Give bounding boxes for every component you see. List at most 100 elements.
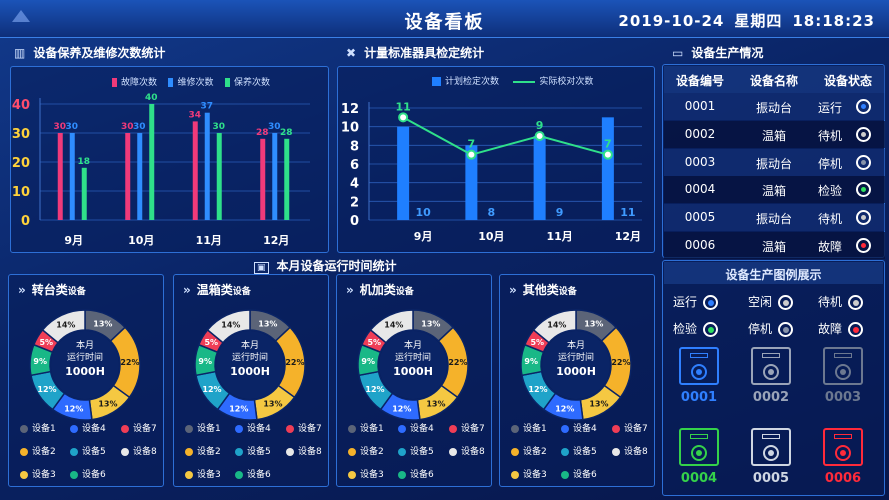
device-number: 0005 xyxy=(752,471,790,486)
device-screen xyxy=(690,434,708,439)
bar-value-label: 37 xyxy=(200,102,213,112)
status-legend-item: 停机 xyxy=(748,320,794,337)
device-id: 0004 xyxy=(684,182,716,197)
legend-label: 设备2 xyxy=(197,447,221,457)
device-icon[interactable] xyxy=(751,347,791,385)
device-icon[interactable] xyxy=(679,428,719,466)
donut-legend-item: 设备5 xyxy=(235,444,271,457)
legend-dot xyxy=(70,424,78,433)
slice-label: 13% xyxy=(421,320,440,329)
x-tick-label: 11月 xyxy=(196,234,222,247)
y-tick-label: 10 xyxy=(341,121,359,136)
device-knob xyxy=(835,364,851,380)
donut-legend-item: 设备8 xyxy=(612,444,648,457)
device-id: 0003 xyxy=(684,154,716,169)
status-dot xyxy=(861,159,866,165)
legend-dot xyxy=(612,424,620,433)
y-tick-label: 4 xyxy=(350,177,359,192)
company-logo xyxy=(12,10,132,26)
donut-legend-item: 设备4 xyxy=(70,421,106,434)
legend-label: 设备3 xyxy=(197,470,221,480)
device-knob xyxy=(763,364,779,380)
status-legend-icon xyxy=(703,322,719,337)
legend-dot xyxy=(398,424,406,433)
device-icon[interactable] xyxy=(679,347,719,385)
legend-dot xyxy=(235,447,243,456)
device-name: 振动台 xyxy=(755,156,792,171)
line-point xyxy=(398,112,409,123)
slice-label: 13% xyxy=(258,320,277,329)
table-row[interactable]: 0001 振动台 运行 xyxy=(664,93,885,120)
donut-legend-item: 设备8 xyxy=(121,444,157,457)
donut-hole xyxy=(216,331,284,399)
legend-swatch xyxy=(168,78,174,87)
legend-label: 设备8 xyxy=(133,447,157,457)
table-row[interactable]: 0006 温箱 故障 xyxy=(664,232,885,259)
slice-label: 22% xyxy=(611,358,630,367)
line-point xyxy=(534,131,545,141)
legend-panel-title: 设备生产图例展示 xyxy=(725,268,822,282)
slice-label: 12% xyxy=(64,405,83,414)
table-row[interactable]: 0002 温箱 待机 xyxy=(664,120,885,148)
slice-label: 14% xyxy=(384,320,403,329)
slice-label: 13% xyxy=(426,400,445,409)
device-icon[interactable] xyxy=(751,428,791,466)
bar xyxy=(149,104,155,220)
status-dot xyxy=(861,131,866,137)
y-tick-label: 30 xyxy=(12,127,30,142)
status-indicator-icon xyxy=(856,210,871,226)
status-indicator-icon xyxy=(856,154,871,170)
legend-dot xyxy=(20,424,28,433)
table-row[interactable]: 0004 温箱 检验 xyxy=(664,176,885,204)
donut-legend-item: 设备2 xyxy=(511,444,547,457)
legend-label: 设备8 xyxy=(461,447,485,457)
legend-dot xyxy=(449,447,457,456)
legend-dot xyxy=(20,470,28,479)
legend-dot xyxy=(561,447,569,456)
slice-label: 13% xyxy=(93,320,112,329)
bar xyxy=(204,112,210,220)
device-id: 0001 xyxy=(684,99,716,113)
donut-legend-item: 设备6 xyxy=(561,467,597,480)
center-line2: 运行时间 xyxy=(394,353,431,363)
center-line1: 本月 xyxy=(403,341,422,351)
legend-dot xyxy=(121,424,129,433)
device-name: 温箱 xyxy=(761,240,786,254)
slice-label: 14% xyxy=(547,320,566,329)
table-row[interactable]: 0003 振动台 停机 xyxy=(664,148,885,176)
donut-legend-item: 设备6 xyxy=(235,467,271,480)
slice-label: 14% xyxy=(56,320,75,329)
x-tick-label: 10月 xyxy=(128,234,154,247)
slice-label: 22% xyxy=(120,358,139,367)
bar xyxy=(465,145,478,220)
slice-label: 9% xyxy=(361,357,375,366)
status-legend-item: 运行 xyxy=(673,293,719,310)
legend-label: 设备3 xyxy=(360,470,384,480)
status-legend-label: 检验 xyxy=(673,322,698,336)
table-row[interactable]: 0005 振动台 待机 xyxy=(664,204,885,232)
device-icon[interactable] xyxy=(823,347,863,385)
bar-value-label: 28 xyxy=(256,128,269,138)
center-line2: 运行时间 xyxy=(231,353,268,363)
slice-label: 5% xyxy=(367,338,381,347)
bar-value-label: 30 xyxy=(212,122,225,132)
donut-legend-item: 设备7 xyxy=(286,421,322,434)
center-value: 1000H xyxy=(393,365,433,378)
line-point xyxy=(602,149,613,160)
donut-center-text: 本月 运行时间 1000H xyxy=(546,340,606,378)
center-line1: 本月 xyxy=(240,341,259,351)
bar xyxy=(397,126,410,220)
donut-hole xyxy=(51,331,119,399)
legend-label: 设备3 xyxy=(32,470,56,480)
device-status: 待机 xyxy=(817,128,842,143)
runtime-title: ▣ 本月设备运行时间统计 xyxy=(254,257,397,274)
bar-value-label: 10 xyxy=(415,206,431,219)
status-legend-icon xyxy=(778,295,794,310)
device-icon[interactable] xyxy=(823,428,863,466)
legend-dot xyxy=(511,424,519,433)
status-indicator-icon xyxy=(856,238,871,253)
donut-slice xyxy=(41,309,86,344)
monitor-icon: ▣ xyxy=(254,262,269,274)
card-title-suffix: 设备 xyxy=(232,287,251,297)
device-name: 温箱 xyxy=(761,128,786,143)
